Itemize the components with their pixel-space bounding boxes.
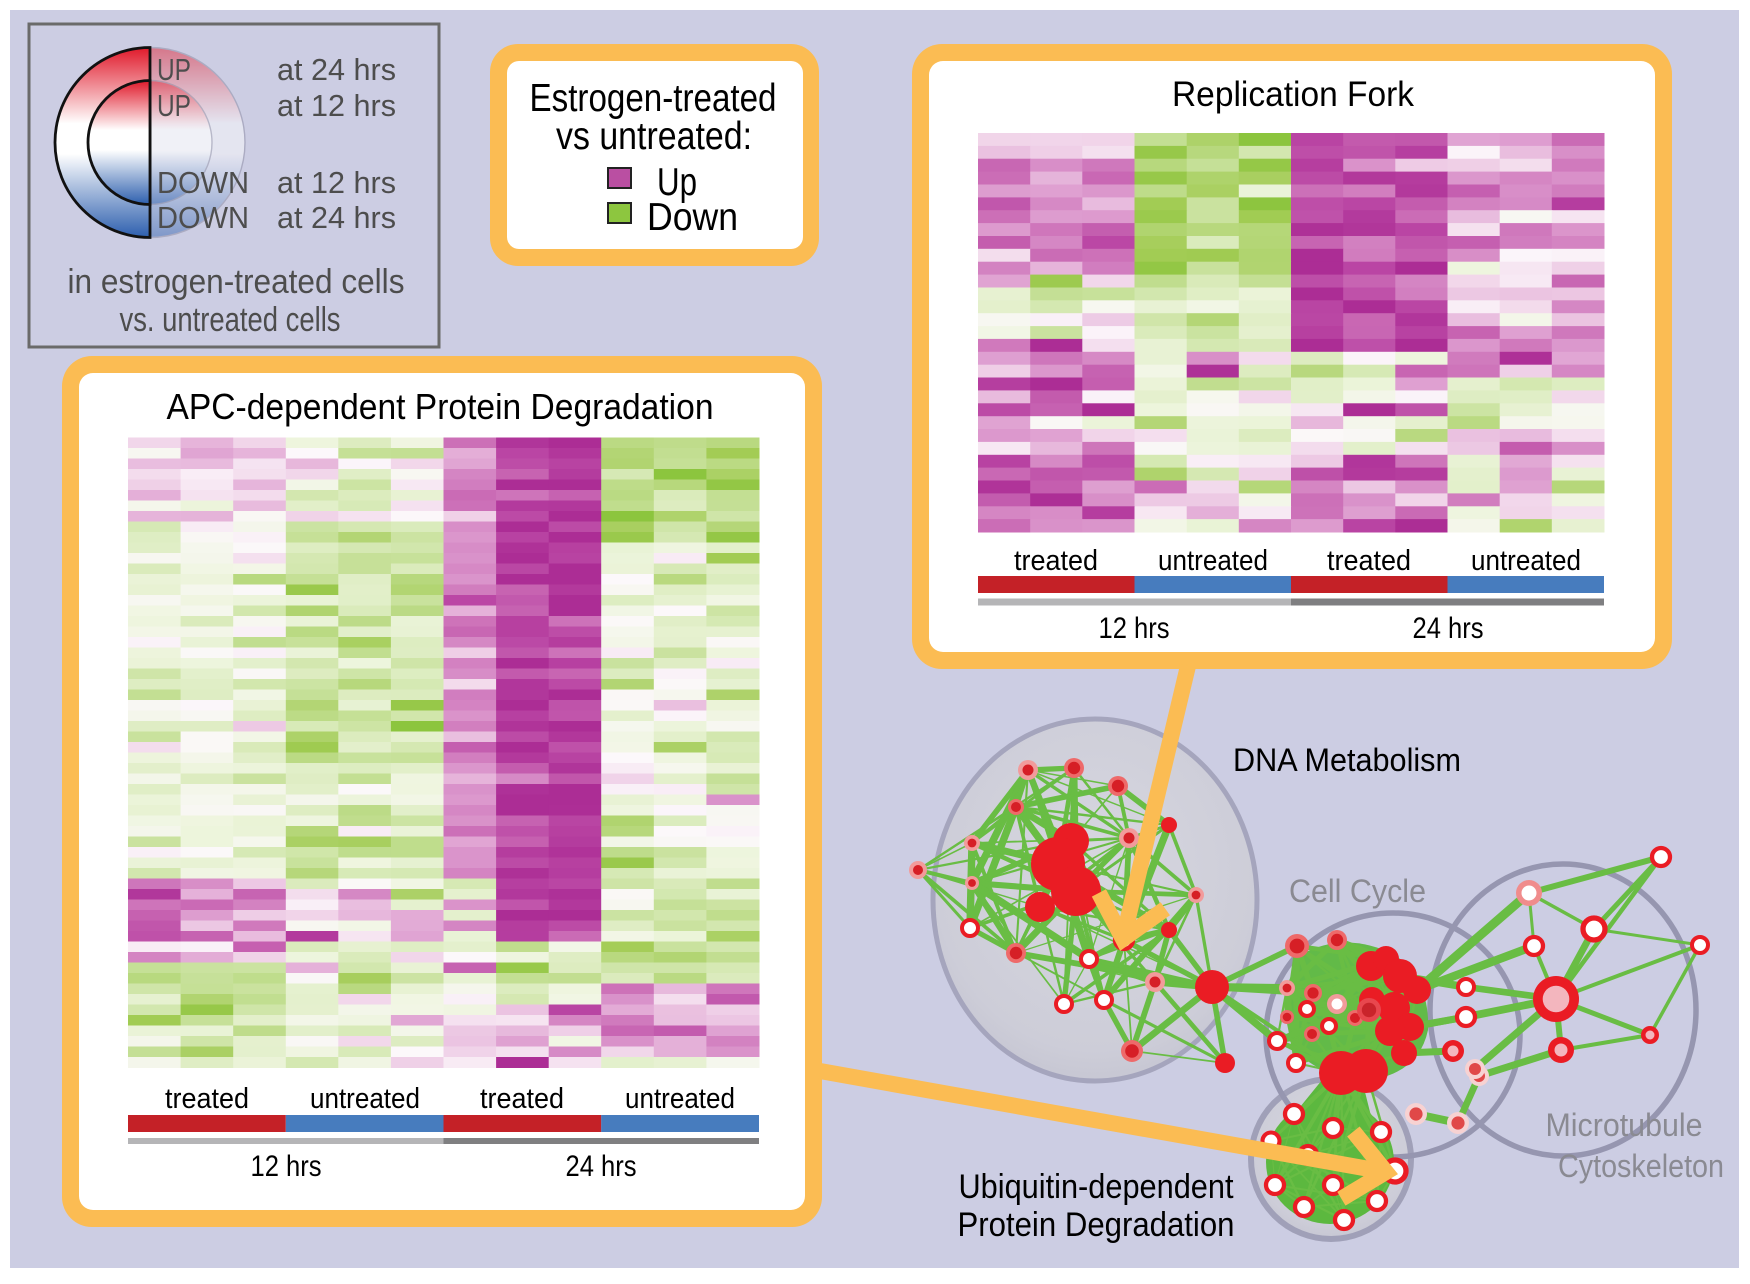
svg-text:DOWN: DOWN (157, 200, 249, 235)
svg-text:treated: treated (480, 1083, 564, 1115)
svg-text:in estrogen-treated cells: in estrogen-treated cells (68, 263, 405, 301)
svg-text:untreated: untreated (1471, 545, 1581, 577)
svg-text:at 24 hrs: at 24 hrs (277, 52, 396, 87)
svg-text:untreated: untreated (310, 1083, 420, 1115)
svg-text:Microtubule: Microtubule (1546, 1107, 1703, 1143)
svg-text:DOWN: DOWN (157, 165, 249, 200)
svg-text:12 hrs: 12 hrs (251, 1150, 322, 1183)
svg-text:DNA Metabolism: DNA Metabolism (1233, 742, 1461, 778)
svg-text:Ubiquitin-dependent: Ubiquitin-dependent (959, 1168, 1234, 1206)
svg-text:at 24 hrs: at 24 hrs (277, 200, 396, 235)
svg-text:24 hrs: 24 hrs (566, 1150, 637, 1183)
svg-text:Cell Cycle: Cell Cycle (1289, 873, 1426, 909)
svg-text:UP: UP (157, 52, 191, 87)
svg-text:untreated: untreated (1158, 545, 1268, 577)
svg-text:Up: Up (657, 161, 697, 204)
svg-text:Replication Fork: Replication Fork (1172, 75, 1414, 114)
svg-text:Estrogen-treated: Estrogen-treated (530, 77, 777, 120)
svg-text:vs untreated:: vs untreated: (556, 115, 752, 158)
svg-text:12 hrs: 12 hrs (1099, 612, 1170, 645)
svg-text:24 hrs: 24 hrs (1413, 612, 1484, 645)
svg-text:APC-dependent Protein Degradat: APC-dependent Protein Degradation (167, 386, 714, 427)
svg-text:vs. untreated cells: vs. untreated cells (120, 301, 341, 339)
svg-text:treated: treated (165, 1083, 249, 1115)
svg-text:Cytoskeleton: Cytoskeleton (1558, 1148, 1724, 1184)
svg-text:at 12 hrs: at 12 hrs (277, 88, 396, 123)
svg-text:untreated: untreated (625, 1083, 735, 1115)
svg-text:treated: treated (1327, 545, 1411, 577)
svg-text:treated: treated (1014, 545, 1098, 577)
svg-text:at 12 hrs: at 12 hrs (277, 165, 396, 200)
svg-text:Protein Degradation: Protein Degradation (958, 1206, 1235, 1244)
svg-text:Down: Down (647, 196, 738, 239)
svg-text:UP: UP (157, 88, 191, 123)
